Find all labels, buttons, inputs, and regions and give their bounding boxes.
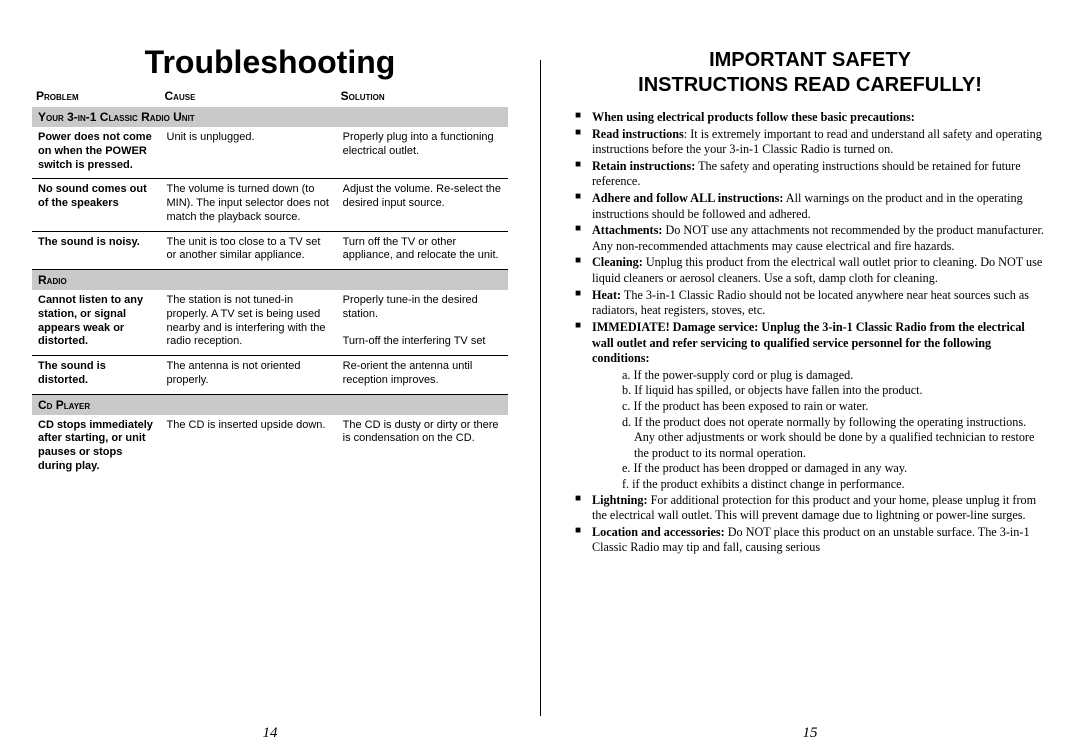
list-item: IMMEDIATE! Damage service: Unplug the 3-… — [572, 320, 1044, 367]
table-row: No sound comes out of the speakers The v… — [32, 179, 508, 231]
table-row: The sound is distorted. The antenna is n… — [32, 356, 508, 395]
sub-item: f. if the product exhibits a distinct ch… — [622, 477, 1048, 493]
list-item: Read instructions: It is extremely impor… — [572, 127, 1044, 158]
list-item: Cleaning: Unplug this product from the e… — [572, 255, 1044, 286]
page-number: 14 — [32, 725, 508, 742]
sub-item: e. If the product has been dropped or da… — [622, 461, 1048, 477]
sub-item: a. If the power-supply cord or plug is d… — [622, 368, 1048, 384]
list-item: Adhere and follow ALL instructions: All … — [572, 191, 1044, 222]
section-header: Radio — [32, 270, 508, 291]
table-row: Cannot listen to any station, or signal … — [32, 290, 508, 356]
right-page: IMPORTANT SAFETY INSTRUCTIONS READ CAREF… — [540, 0, 1080, 756]
safety-list: When using electrical products follow th… — [572, 110, 1048, 367]
col-solution: Solution — [337, 87, 508, 107]
table-header-row: Problem Cause Solution — [32, 87, 508, 107]
list-item: Retain instructions: The safety and oper… — [572, 159, 1044, 190]
col-problem: Problem — [32, 87, 161, 107]
list-item: Lightning: For additional protection for… — [572, 493, 1044, 524]
list-item: Location and accessories: Do NOT place t… — [572, 525, 1044, 556]
sub-item: c. If the product has been exposed to ra… — [622, 399, 1048, 415]
section-header: Your 3-in-1 Classic Radio Unit — [32, 107, 508, 127]
list-item: Heat: The 3-in-1 Classic Radio should no… — [572, 288, 1044, 319]
page-title: Troubleshooting — [32, 44, 508, 81]
sub-item: d. If the product does not operate norma… — [622, 415, 1048, 462]
sub-list: a. If the power-supply cord or plug is d… — [572, 368, 1048, 493]
col-cause: Cause — [161, 87, 337, 107]
page-number: 15 — [572, 725, 1048, 742]
table-row: Power does not come on when the POWER sw… — [32, 127, 508, 179]
safety-list-2: Lightning: For additional protection for… — [572, 493, 1048, 556]
section-header: Cd Player — [32, 394, 508, 415]
sub-item: b. If liquid has spilled, or objects hav… — [622, 383, 1048, 399]
table-row: CD stops immediately after starting, or … — [32, 415, 508, 480]
list-item: Attachments: Do NOT use any attachments … — [572, 223, 1044, 254]
table-row: The sound is noisy. The unit is too clos… — [32, 231, 508, 270]
left-page: Troubleshooting Problem Cause Solution Y… — [0, 0, 540, 756]
list-item: When using electrical products follow th… — [572, 110, 1044, 126]
troubleshooting-table: Problem Cause Solution Your 3-in-1 Class… — [32, 87, 508, 480]
page-title: IMPORTANT SAFETY INSTRUCTIONS READ CAREF… — [572, 48, 1048, 98]
